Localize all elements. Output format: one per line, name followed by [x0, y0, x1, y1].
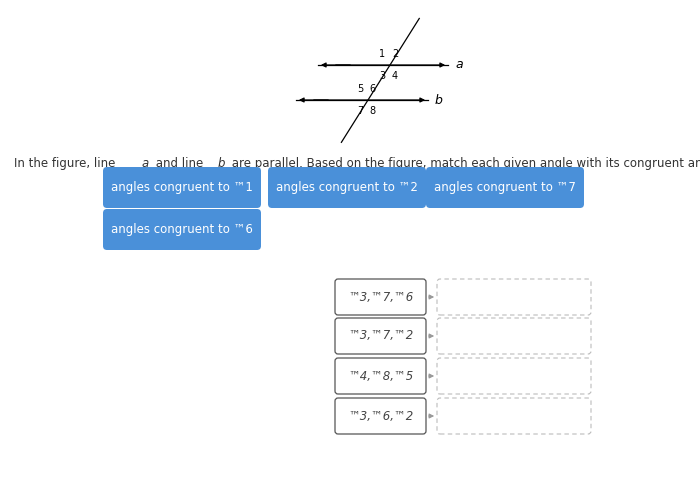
Text: 2: 2 [392, 49, 398, 59]
Text: are parallel. Based on the figure, match each given angle with its congruent ang: are parallel. Based on the figure, match… [228, 157, 700, 170]
Text: 5: 5 [357, 83, 363, 94]
FancyBboxPatch shape [268, 167, 426, 208]
Text: ™4,™8,™5: ™4,™8,™5 [348, 370, 413, 382]
Text: b: b [218, 157, 225, 170]
FancyBboxPatch shape [437, 318, 591, 354]
Text: 7: 7 [357, 106, 363, 116]
Text: angles congruent to ™6: angles congruent to ™6 [111, 223, 253, 236]
Text: 4: 4 [392, 71, 398, 82]
FancyBboxPatch shape [103, 209, 261, 250]
Text: 6: 6 [370, 83, 376, 94]
Text: ™3,™6,™2: ™3,™6,™2 [348, 410, 413, 422]
Text: angles congruent to ™7: angles congruent to ™7 [434, 181, 576, 194]
FancyBboxPatch shape [437, 358, 591, 394]
Text: ™3,™7,™2: ™3,™7,™2 [348, 329, 413, 342]
Text: b: b [435, 93, 443, 107]
Text: 8: 8 [370, 106, 376, 116]
FancyBboxPatch shape [335, 318, 426, 354]
FancyBboxPatch shape [426, 167, 584, 208]
Text: angles congruent to ™1: angles congruent to ™1 [111, 181, 253, 194]
Text: a: a [142, 157, 149, 170]
FancyBboxPatch shape [103, 167, 261, 208]
FancyBboxPatch shape [335, 279, 426, 315]
Text: ™3,™7,™6: ™3,™7,™6 [348, 290, 413, 303]
FancyBboxPatch shape [437, 398, 591, 434]
Text: a: a [455, 58, 463, 72]
Text: 3: 3 [379, 71, 386, 82]
Text: 1: 1 [379, 49, 386, 59]
Text: In the figure, line: In the figure, line [14, 157, 119, 170]
FancyBboxPatch shape [437, 279, 591, 315]
FancyBboxPatch shape [335, 358, 426, 394]
Text: and line: and line [152, 157, 207, 170]
FancyBboxPatch shape [335, 398, 426, 434]
Text: angles congruent to ™2: angles congruent to ™2 [276, 181, 418, 194]
